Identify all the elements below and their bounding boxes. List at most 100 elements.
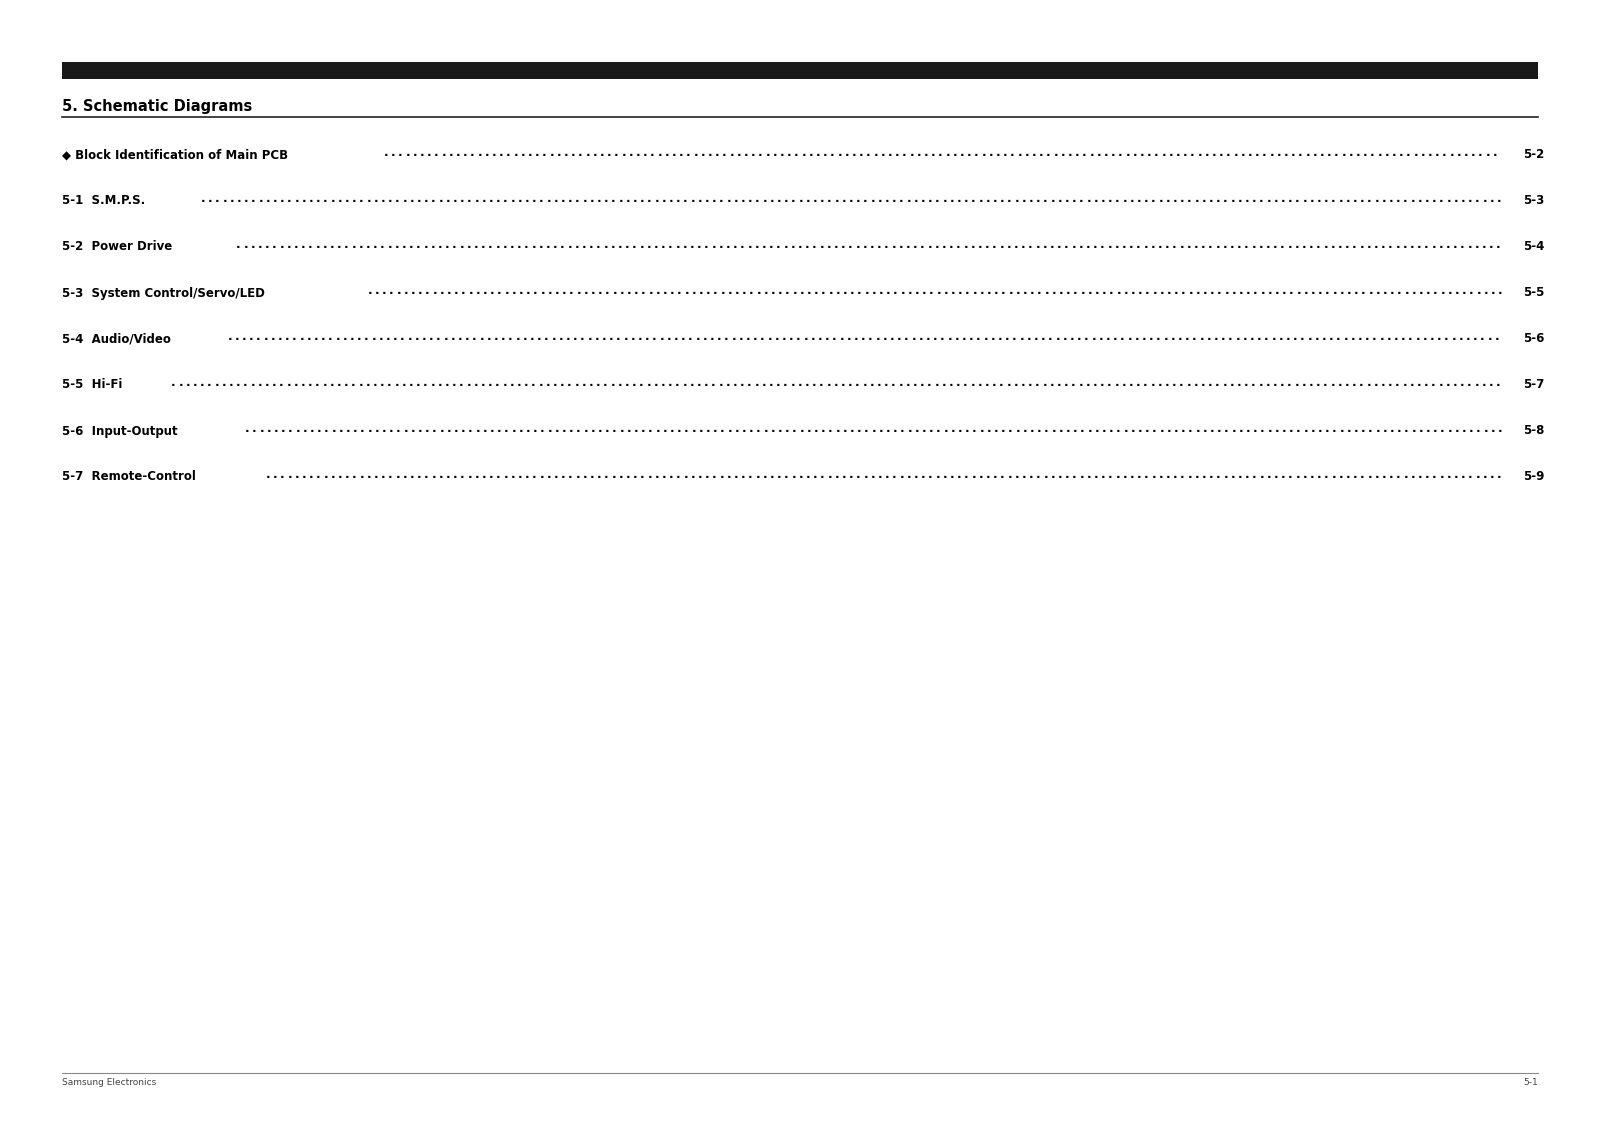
Text: ·: · <box>626 195 630 207</box>
Text: ·: · <box>754 333 757 345</box>
Text: ·: · <box>1341 148 1346 162</box>
Text: ·: · <box>258 195 262 207</box>
Text: ·: · <box>1171 333 1174 345</box>
Text: ·: · <box>619 471 622 483</box>
Text: ·: · <box>1210 471 1213 483</box>
Text: ·: · <box>877 195 882 207</box>
Text: ·: · <box>931 148 936 162</box>
Text: ·: · <box>533 286 538 300</box>
Text: ·: · <box>1462 424 1467 437</box>
Text: ·: · <box>1202 240 1205 254</box>
Text: ·: · <box>862 195 867 207</box>
Text: ·: · <box>1194 240 1198 254</box>
Text: ·: · <box>302 471 306 483</box>
Text: ·: · <box>1446 471 1451 483</box>
Text: ·: · <box>646 240 651 254</box>
Text: ·: · <box>1018 148 1022 162</box>
Text: ·: · <box>568 471 573 483</box>
Text: ·: · <box>1446 378 1450 392</box>
Text: ·: · <box>1354 471 1357 483</box>
Text: ·: · <box>410 471 414 483</box>
Text: ·: · <box>1230 240 1234 254</box>
Text: ·: · <box>690 240 694 254</box>
Text: ·: · <box>1106 333 1110 345</box>
Text: ·: · <box>1331 240 1334 254</box>
Text: ·: · <box>891 195 896 207</box>
Text: ·: · <box>1461 240 1464 254</box>
Text: ·: · <box>1050 378 1054 392</box>
Text: ·: · <box>1325 286 1330 300</box>
Text: ·: · <box>683 240 686 254</box>
Text: ·: · <box>490 471 493 483</box>
Text: ·: · <box>934 195 939 207</box>
Text: ·: · <box>1173 240 1176 254</box>
Text: ·: · <box>1158 240 1162 254</box>
Text: ·: · <box>720 424 725 437</box>
Text: ·: · <box>662 424 667 437</box>
Text: ·: · <box>1016 286 1021 300</box>
Text: ·: · <box>1264 333 1269 345</box>
Text: ·: · <box>829 286 834 300</box>
Text: ·: · <box>229 195 234 207</box>
Text: ·: · <box>534 148 539 162</box>
Text: ·: · <box>581 333 584 345</box>
Text: ·: · <box>1136 378 1141 392</box>
Text: ·: · <box>661 240 666 254</box>
Text: ·: · <box>1416 333 1419 345</box>
Text: ·: · <box>944 286 949 300</box>
Text: ·: · <box>712 240 715 254</box>
Text: ·: · <box>1275 424 1280 437</box>
Text: ·: · <box>1434 286 1438 300</box>
Text: ·: · <box>1115 195 1120 207</box>
Text: ·: · <box>1389 195 1394 207</box>
Text: ·: · <box>424 195 429 207</box>
Text: ·: · <box>266 195 270 207</box>
Text: ·: · <box>272 378 277 392</box>
Text: ·: · <box>861 333 866 345</box>
Text: ·: · <box>1093 240 1098 254</box>
Text: ·: · <box>685 286 690 300</box>
Text: ·: · <box>1150 240 1155 254</box>
Text: ·: · <box>1051 286 1056 300</box>
Text: ·: · <box>626 378 629 392</box>
Text: ·: · <box>1118 148 1123 162</box>
Text: ·: · <box>1376 424 1381 437</box>
Text: ·: · <box>563 148 568 162</box>
Text: ·: · <box>770 378 773 392</box>
Text: ·: · <box>1451 333 1456 345</box>
Text: ·: · <box>963 378 968 392</box>
Text: ·: · <box>814 286 819 300</box>
Text: ·: · <box>923 148 928 162</box>
Text: ·: · <box>914 240 917 254</box>
Text: ·: · <box>1254 148 1259 162</box>
Text: ·: · <box>798 378 802 392</box>
Text: ·: · <box>445 240 450 254</box>
Text: ·: · <box>1432 240 1435 254</box>
Text: ·: · <box>1248 148 1253 162</box>
Text: ·: · <box>488 240 493 254</box>
Text: ·: · <box>374 471 378 483</box>
Text: ·: · <box>1189 424 1194 437</box>
Text: ·: · <box>541 424 546 437</box>
Text: ·: · <box>994 471 997 483</box>
Text: ·: · <box>603 195 608 207</box>
Text: ·: · <box>280 471 285 483</box>
Text: ·: · <box>778 424 782 437</box>
Text: ·: · <box>1179 378 1184 392</box>
Text: ·: · <box>466 333 469 345</box>
Text: ·: · <box>702 333 707 345</box>
Text: ·: · <box>712 471 717 483</box>
Text: ·: · <box>749 424 754 437</box>
Text: ·: · <box>950 471 954 483</box>
Text: ·: · <box>690 378 694 392</box>
Text: ·: · <box>1355 148 1360 162</box>
Text: ·: · <box>1346 378 1349 392</box>
Text: ·: · <box>1058 378 1061 392</box>
Text: ·: · <box>605 286 610 300</box>
Text: ·: · <box>1072 240 1075 254</box>
Text: ·: · <box>1030 424 1035 437</box>
Text: ·: · <box>1093 378 1098 392</box>
Text: ·: · <box>1323 240 1328 254</box>
Text: ·: · <box>1072 195 1077 207</box>
Text: ·: · <box>963 240 968 254</box>
